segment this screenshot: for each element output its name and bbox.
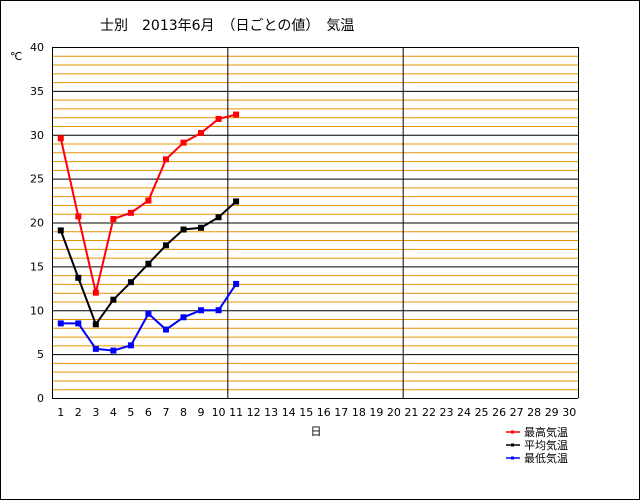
x-tick-label: 22 bbox=[422, 406, 436, 419]
data-point bbox=[75, 274, 82, 281]
y-tick-label: 5 bbox=[37, 348, 44, 361]
legend-label: 最低気温 bbox=[524, 451, 568, 465]
x-tick-labels: 1 2 3 4 5 6 7 8 9 10 11 12 13 14 15 16 17 18 19 20 21 22 23 24 2… bbox=[57, 406, 576, 419]
x-tick-label: 27 bbox=[510, 406, 524, 419]
legend-label: 平均気温 bbox=[524, 438, 568, 452]
minor-gridlines bbox=[52, 55, 578, 391]
major-gridlines bbox=[52, 47, 579, 399]
data-point bbox=[92, 321, 99, 328]
data-point bbox=[57, 227, 64, 234]
x-tick-label: 16 bbox=[317, 406, 331, 419]
data-point bbox=[180, 139, 187, 146]
data-point bbox=[75, 320, 82, 327]
data-point bbox=[110, 347, 117, 354]
x-tick-label: 12 bbox=[247, 406, 261, 419]
y-tick-label: 25 bbox=[30, 173, 44, 186]
x-tick-label: 24 bbox=[457, 406, 471, 419]
y-tick-labels: 0 5 10 15 20 25 30 35 40 bbox=[30, 41, 44, 405]
data-point bbox=[127, 279, 134, 286]
legend-marker bbox=[511, 430, 514, 434]
x-tick-label: 21 bbox=[404, 406, 418, 419]
x-tick-label: 13 bbox=[264, 406, 278, 419]
y-tick-label: 10 bbox=[30, 304, 44, 317]
x-tick-label: 14 bbox=[282, 406, 296, 419]
y-tick-label: 15 bbox=[30, 260, 44, 273]
x-tick-label: 1 bbox=[57, 406, 64, 419]
legend-label: 最高気温 bbox=[524, 425, 568, 439]
x-axis-label: 日 bbox=[311, 425, 322, 438]
x-tick-label: 20 bbox=[387, 406, 401, 419]
data-point bbox=[162, 242, 169, 249]
x-tick-label: 19 bbox=[369, 406, 383, 419]
x-tick-label: 26 bbox=[492, 406, 506, 419]
x-tick-label: 25 bbox=[475, 406, 489, 419]
data-point bbox=[198, 129, 205, 136]
x-tick-label: 8 bbox=[180, 406, 187, 419]
x-tick-label: 10 bbox=[212, 406, 226, 419]
data-point bbox=[145, 260, 152, 267]
data-point bbox=[162, 156, 169, 163]
y-tick-label: 30 bbox=[30, 129, 44, 142]
x-tick-label: 5 bbox=[127, 406, 134, 419]
data-point bbox=[110, 215, 117, 222]
x-tick-label: 23 bbox=[440, 406, 454, 419]
data-point bbox=[215, 115, 222, 122]
x-tick-label: 29 bbox=[545, 406, 559, 419]
x-tick-label: 6 bbox=[145, 406, 152, 419]
y-axis-unit: ℃ bbox=[10, 50, 22, 63]
x-tick-label: 30 bbox=[562, 406, 576, 419]
data-point bbox=[92, 345, 99, 352]
data-point bbox=[162, 326, 169, 333]
data-point bbox=[145, 310, 152, 317]
data-point bbox=[180, 226, 187, 233]
chart-title: 士別 2013年6月 （日ごとの値） 気温 bbox=[100, 18, 354, 34]
data-point bbox=[57, 135, 64, 142]
x-tick-label: 7 bbox=[162, 406, 169, 419]
data-point bbox=[110, 296, 117, 303]
data-point bbox=[145, 197, 152, 204]
x-tick-label: 11 bbox=[229, 406, 243, 419]
data-point bbox=[215, 214, 222, 221]
x-tick-label: 9 bbox=[198, 406, 205, 419]
x-tick-label: 2 bbox=[75, 406, 82, 419]
data-point bbox=[215, 307, 222, 314]
x-tick-label: 4 bbox=[110, 406, 117, 419]
x-tick-label: 3 bbox=[92, 406, 99, 419]
data-point bbox=[233, 111, 240, 118]
y-tick-label: 20 bbox=[30, 217, 44, 230]
series-lines bbox=[57, 111, 240, 354]
x-tick-label: 15 bbox=[299, 406, 313, 419]
y-tick-label: 40 bbox=[30, 41, 44, 54]
x-tick-label: 18 bbox=[352, 406, 366, 419]
data-point bbox=[127, 209, 134, 216]
y-tick-label: 0 bbox=[37, 392, 44, 405]
y-tick-label: 35 bbox=[30, 85, 44, 98]
data-point bbox=[75, 213, 82, 220]
data-point bbox=[57, 320, 64, 327]
x-tick-label: 28 bbox=[527, 406, 541, 419]
data-point bbox=[233, 198, 240, 205]
data-point bbox=[127, 342, 134, 349]
data-point bbox=[180, 314, 187, 321]
legend-marker bbox=[511, 443, 514, 447]
data-point bbox=[198, 224, 205, 231]
series-line bbox=[60, 283, 237, 352]
data-point bbox=[233, 280, 240, 287]
legend-marker bbox=[511, 456, 514, 460]
data-point bbox=[198, 307, 205, 314]
data-point bbox=[92, 289, 99, 296]
x-tick-label: 17 bbox=[334, 406, 348, 419]
